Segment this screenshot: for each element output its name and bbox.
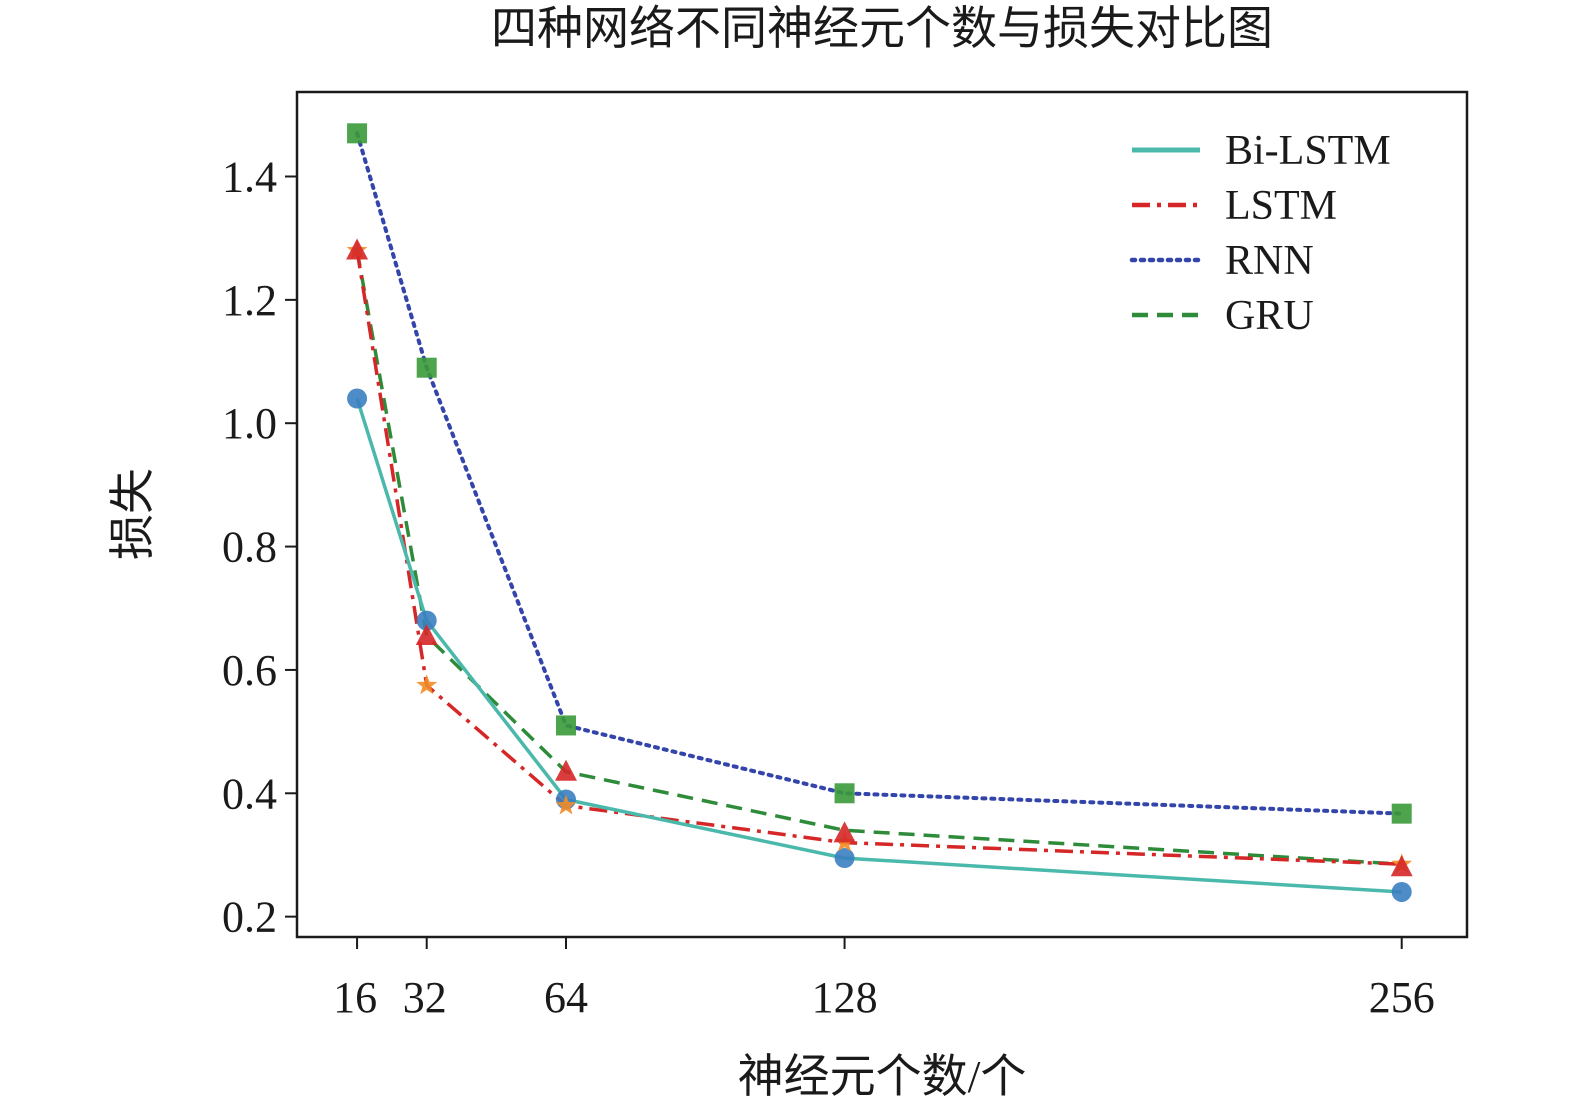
series-markers xyxy=(346,123,1413,902)
x-tick-label: 256 xyxy=(1369,973,1435,1022)
series-line-rnn xyxy=(355,131,1404,816)
chart-title: 四种网络不同神经元个数与损失对比图 xyxy=(491,3,1273,54)
legend-label: RNN xyxy=(1225,238,1314,284)
plot-area-frame xyxy=(295,90,1469,939)
y-tick-label: 0.6 xyxy=(222,646,277,695)
legend-item-bi-lstm: Bi-LSTM xyxy=(1132,128,1391,174)
y-axis-label: 损失 xyxy=(107,468,158,560)
x-tick-label: 16 xyxy=(333,973,377,1022)
data-point-rnn xyxy=(555,715,576,736)
series-line-lstm xyxy=(355,250,1402,866)
legend-label: LSTM xyxy=(1225,183,1337,229)
legend-label: Bi-LSTM xyxy=(1225,128,1391,174)
legend-item-gru: GRU xyxy=(1132,293,1314,339)
x-tick-label: 32 xyxy=(403,973,447,1022)
x-axis-label: 神经元个数/个 xyxy=(738,1051,1027,1102)
legend-label: GRU xyxy=(1225,293,1314,339)
series-line-bi-lstm xyxy=(355,397,1402,894)
y-tick-label: 0.4 xyxy=(222,769,277,818)
x-tick-label: 64 xyxy=(544,973,588,1022)
legend-item-lstm: LSTM xyxy=(1132,183,1337,229)
y-tick-label: 1.4 xyxy=(222,153,277,202)
data-point-lstm-triangle xyxy=(833,821,856,843)
x-axis: 16 32 64 128 256 xyxy=(333,937,1435,1022)
x-tick-label: 128 xyxy=(812,973,878,1022)
data-point-lstm xyxy=(555,794,577,815)
data-point-bi-lstm xyxy=(347,388,368,409)
data-point-bi-lstm xyxy=(1391,881,1412,902)
data-point-lstm-triangle xyxy=(346,238,369,260)
data-point-rnn xyxy=(416,357,437,378)
legend: Bi-LSTM LSTM RNN GRU xyxy=(1129,128,1391,339)
data-point-lstm-triangle xyxy=(1390,855,1413,877)
data-point-lstm-triangle xyxy=(415,624,438,646)
data-point-lstm-triangle xyxy=(554,759,577,781)
y-axis: 0.2 0.4 0.6 0.8 1.0 1.2 1.4 xyxy=(222,153,297,942)
data-point-rnn xyxy=(347,123,368,144)
legend-item-rnn: RNN xyxy=(1129,238,1314,284)
data-point-rnn xyxy=(1391,803,1412,824)
series-line-gru xyxy=(355,250,1402,866)
data-point-bi-lstm xyxy=(416,610,437,631)
data-point-bi-lstm xyxy=(834,848,855,869)
y-tick-label: 1.0 xyxy=(222,399,277,448)
y-tick-label: 0.2 xyxy=(222,893,277,942)
data-point-rnn xyxy=(834,783,855,804)
y-tick-label: 1.2 xyxy=(222,276,277,325)
data-point-lstm xyxy=(416,674,438,695)
y-tick-label: 0.8 xyxy=(222,523,277,572)
